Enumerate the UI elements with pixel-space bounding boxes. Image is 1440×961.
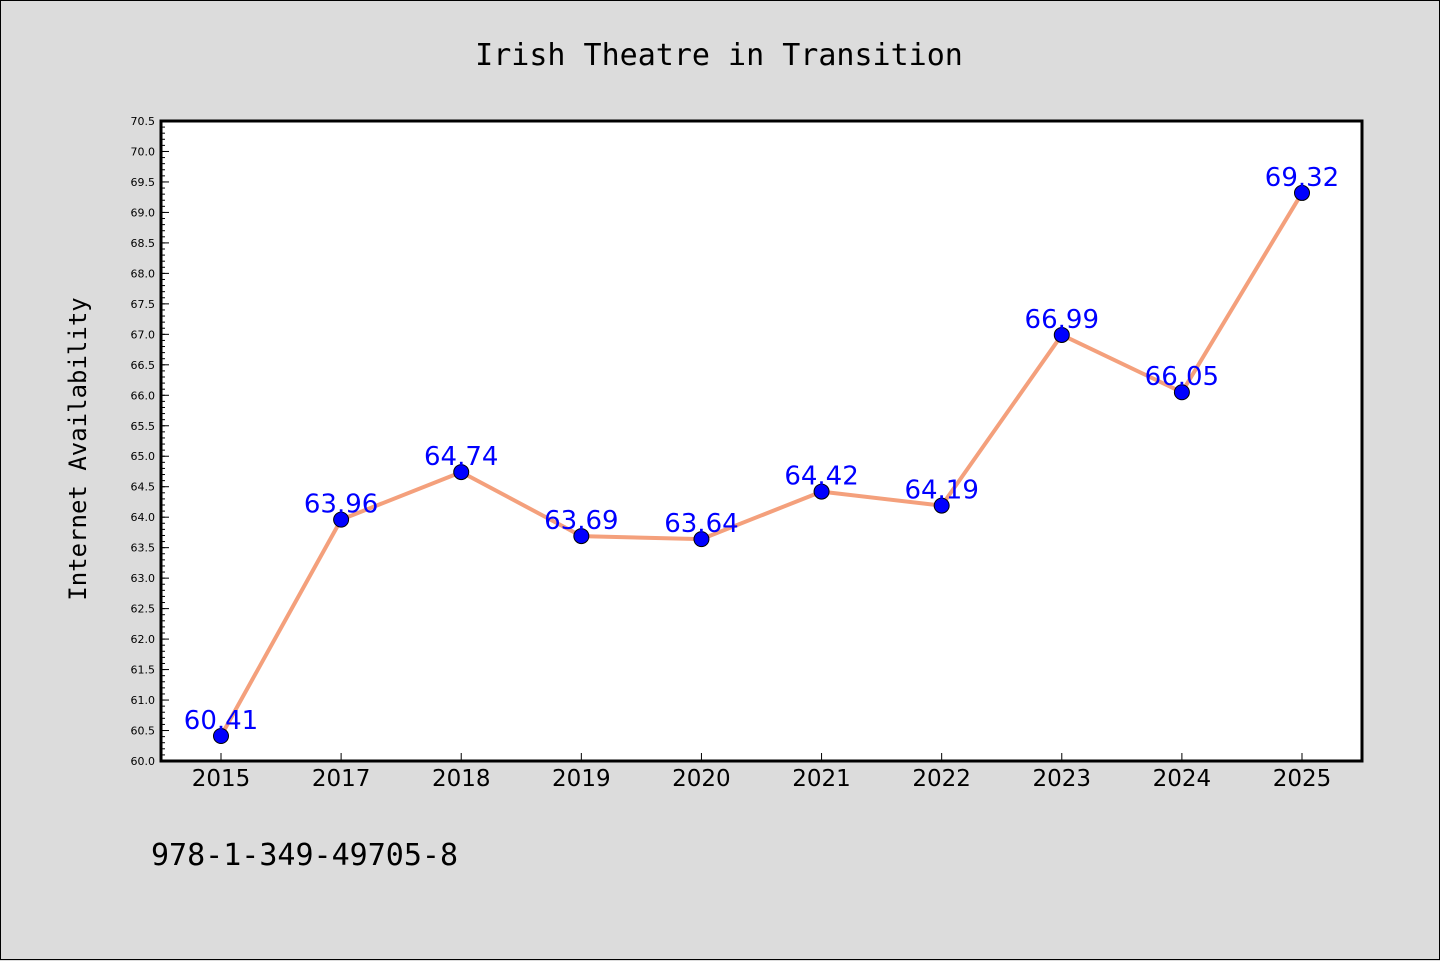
plot-area <box>161 121 1362 761</box>
data-label: 64.42 <box>784 462 858 492</box>
data-label: 64.19 <box>904 476 978 506</box>
y-tick-label: 65.0 <box>131 450 156 463</box>
x-tick-label: 2022 <box>912 766 971 792</box>
data-point <box>1173 384 1190 401</box>
data-point <box>453 464 470 481</box>
data-label: 60.41 <box>184 706 258 736</box>
x-tick-label: 2020 <box>672 766 731 792</box>
y-tick-label: 70.0 <box>131 145 156 158</box>
data-label: 63.64 <box>664 509 738 539</box>
y-tick-label: 63.0 <box>131 572 156 585</box>
data-point <box>333 511 350 528</box>
y-tick-label: 66.5 <box>131 359 156 372</box>
y-tick-label: 64.0 <box>131 511 156 524</box>
y-tick-label: 61.5 <box>131 664 156 677</box>
data-label: 63.96 <box>304 490 378 520</box>
data-point <box>1294 184 1310 201</box>
chart-title: Irish Theatre in Transition <box>475 38 963 73</box>
y-tick-label: 60.0 <box>131 755 156 768</box>
data-point <box>213 728 229 745</box>
x-tick-label: 2019 <box>552 766 611 792</box>
y-tick-label: 67.5 <box>131 298 156 311</box>
series-layer: 60.41 63.96 64.74 63.69 63.64 64.42 64.19 66.99… <box>184 163 1339 745</box>
y-tick-label: 68.0 <box>131 267 156 280</box>
y-tick-label: 65.5 <box>131 420 156 433</box>
data-label: 66.99 <box>1025 305 1099 335</box>
y-tick-label: 69.5 <box>131 176 156 189</box>
data-label: 63.69 <box>544 506 618 536</box>
y-tick-label: 66.0 <box>131 389 156 402</box>
y-tick-label: 68.5 <box>131 237 156 250</box>
data-label: 66.05 <box>1145 362 1219 392</box>
x-tick-label: 2021 <box>792 766 851 792</box>
x-tick-label: 2023 <box>1033 766 1092 792</box>
data-point <box>573 528 590 545</box>
y-tick-label: 69.0 <box>131 206 156 219</box>
y-axis-label: Internet Availability <box>64 297 92 600</box>
x-tick-label: 2024 <box>1153 766 1212 792</box>
series-line <box>219 190 1304 739</box>
y-tick-label: 64.5 <box>131 481 156 494</box>
data-point <box>813 483 830 500</box>
data-point <box>1053 326 1070 343</box>
plot-border <box>159 119 1364 763</box>
data-label: 64.74 <box>424 442 498 472</box>
footer-identifier: 978-1-349-49705-8 <box>151 838 458 873</box>
x-tick-label: 2025 <box>1273 766 1332 792</box>
data-point <box>693 531 710 548</box>
y-tick-label: 70.5 <box>131 115 156 128</box>
y-tick-label: 62.0 <box>131 633 156 646</box>
y-tick-label: 60.5 <box>131 725 156 738</box>
x-tick-label: 2015 <box>192 766 251 792</box>
y-tick-label: 61.0 <box>131 694 156 707</box>
data-label: 69.32 <box>1265 163 1339 193</box>
y-tick-label: 63.5 <box>131 542 156 555</box>
data-point <box>933 497 950 514</box>
x-tick-label: 2018 <box>432 766 491 792</box>
y-tick-label: 67.0 <box>131 328 156 341</box>
x-tick-label: 2017 <box>312 766 371 792</box>
y-tick-label: 62.5 <box>131 603 156 616</box>
